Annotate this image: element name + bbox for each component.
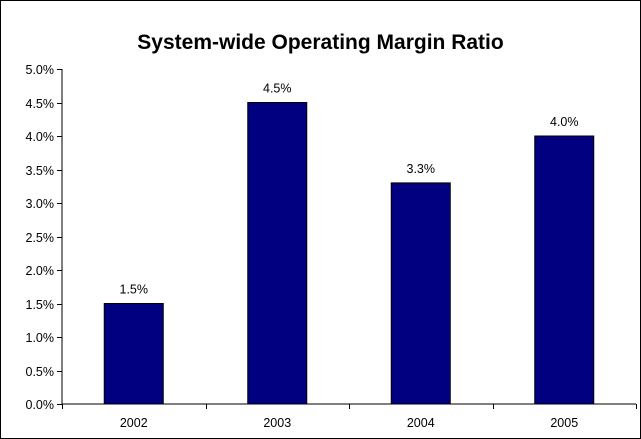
- y-tick-label: 3.0%: [26, 197, 55, 211]
- x-tick-label: 2004: [407, 416, 435, 430]
- y-tick-label: 3.5%: [26, 164, 55, 178]
- x-tick-label: 2005: [550, 416, 578, 430]
- bar-value-label: 4.0%: [550, 115, 579, 129]
- y-tick-label: 4.5%: [26, 97, 55, 111]
- bar-value-label: 3.3%: [407, 162, 436, 176]
- bar-value-label: 1.5%: [120, 283, 149, 297]
- y-tick-label: 5.0%: [26, 63, 55, 77]
- bar-value-label: 4.5%: [263, 82, 292, 96]
- y-tick-label: 1.0%: [26, 331, 55, 345]
- y-tick-label: 2.0%: [26, 264, 55, 278]
- y-tick-label: 0.0%: [26, 398, 55, 412]
- y-tick-label: 2.5%: [26, 231, 55, 245]
- bar: [247, 102, 308, 405]
- bar: [390, 182, 451, 405]
- y-tick-label: 4.0%: [26, 130, 55, 144]
- y-tick-label: 1.5%: [26, 298, 55, 312]
- x-tick-label: 2003: [263, 416, 291, 430]
- x-tick-label: 2002: [120, 416, 148, 430]
- chart-title: System-wide Operating Margin Ratio: [137, 31, 504, 54]
- bar: [103, 303, 164, 405]
- y-tick-label: 0.5%: [26, 365, 55, 379]
- bar: [534, 135, 595, 405]
